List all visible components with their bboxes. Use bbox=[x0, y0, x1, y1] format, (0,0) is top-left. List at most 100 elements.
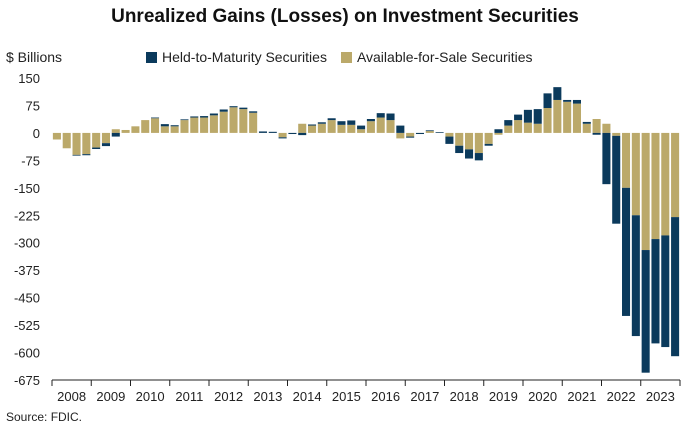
source-note: Source: FDIC. bbox=[6, 410, 83, 424]
bar-htm bbox=[376, 113, 385, 118]
y-tick-label: -450 bbox=[14, 291, 40, 306]
y-tick-label: -300 bbox=[14, 236, 40, 251]
x-tick-label: 2021 bbox=[567, 389, 596, 404]
legend-item-htm: Held-to-Maturity Securities bbox=[146, 49, 327, 65]
bar-htm bbox=[180, 119, 189, 121]
bar-afs bbox=[396, 132, 405, 139]
bar-htm bbox=[288, 132, 297, 135]
bar-htm bbox=[553, 87, 562, 100]
bar-htm bbox=[258, 131, 267, 133]
y-tick-label: -225 bbox=[14, 208, 40, 223]
bar-htm bbox=[209, 113, 218, 116]
x-tick-label: 2011 bbox=[175, 389, 203, 404]
bar-htm bbox=[661, 235, 670, 348]
bar-htm bbox=[317, 122, 326, 124]
bar-htm bbox=[612, 135, 621, 224]
bar-htm bbox=[337, 121, 346, 125]
bar-htm bbox=[435, 132, 444, 133]
bar-htm bbox=[651, 239, 660, 344]
bar-afs bbox=[357, 129, 366, 133]
bar-htm bbox=[72, 154, 81, 156]
bar-afs bbox=[209, 115, 218, 133]
bar-htm bbox=[455, 145, 464, 154]
bar-htm bbox=[200, 116, 209, 118]
bar-afs bbox=[445, 132, 454, 137]
bar-htm bbox=[406, 136, 415, 138]
bar-htm bbox=[622, 187, 631, 316]
bar-htm bbox=[308, 124, 317, 126]
bar-htm bbox=[474, 153, 483, 161]
bar-htm bbox=[514, 114, 523, 121]
bar-htm bbox=[357, 125, 366, 130]
bar-afs bbox=[200, 117, 209, 133]
bar-afs bbox=[298, 123, 307, 133]
y-tick-label: -600 bbox=[14, 346, 40, 361]
bar-htm bbox=[523, 109, 532, 123]
bars bbox=[52, 87, 680, 373]
bar-htm bbox=[386, 113, 395, 121]
bar-afs bbox=[494, 132, 503, 135]
bar-htm bbox=[239, 107, 248, 110]
bar-afs bbox=[141, 120, 150, 133]
bar-afs bbox=[151, 118, 160, 133]
bar-htm bbox=[671, 217, 680, 357]
x-tick-label: 2012 bbox=[214, 389, 243, 404]
bar-afs bbox=[553, 99, 562, 133]
bar-htm bbox=[504, 120, 513, 126]
bar-afs bbox=[474, 132, 483, 154]
bar-htm bbox=[415, 132, 424, 135]
bar-htm bbox=[425, 130, 434, 132]
bar-afs bbox=[131, 126, 140, 133]
bar-afs bbox=[190, 117, 199, 133]
x-tick-label: 2022 bbox=[607, 389, 636, 404]
y-tick-label: -525 bbox=[14, 318, 40, 333]
bar-afs bbox=[484, 132, 493, 144]
bar-afs bbox=[278, 132, 287, 138]
bar-htm bbox=[602, 132, 611, 185]
bar-afs bbox=[121, 129, 130, 133]
bar-afs bbox=[347, 124, 356, 133]
legend-swatch-htm bbox=[146, 51, 157, 63]
bar-htm bbox=[494, 129, 503, 133]
bar-afs bbox=[651, 132, 660, 240]
bar-htm bbox=[298, 132, 307, 136]
bar-afs bbox=[249, 112, 258, 133]
bar-htm bbox=[563, 99, 572, 102]
bar-htm bbox=[543, 93, 552, 109]
bar-htm bbox=[592, 132, 601, 135]
x-tick-label: 2010 bbox=[136, 389, 165, 404]
x-tick-label: 2016 bbox=[371, 389, 400, 404]
legend-swatch-afs bbox=[340, 51, 352, 63]
bar-htm bbox=[111, 132, 120, 137]
bar-htm bbox=[82, 154, 91, 156]
legend-item-afs: Available-for-Sale Securities bbox=[340, 49, 533, 65]
x-tick-label: 2008 bbox=[57, 389, 86, 404]
bar-afs bbox=[425, 131, 434, 133]
bar-afs bbox=[504, 125, 513, 133]
bar-afs bbox=[170, 126, 179, 133]
bar-afs bbox=[622, 132, 631, 188]
bar-afs bbox=[376, 117, 385, 133]
bar-afs bbox=[631, 132, 640, 216]
legend: Held-to-Maturity Securities Available-fo… bbox=[146, 49, 547, 65]
x-tick-label: 2017 bbox=[410, 389, 439, 404]
bar-afs bbox=[641, 132, 650, 251]
bar-afs bbox=[661, 132, 670, 236]
x-tick-label: 2009 bbox=[96, 389, 125, 404]
y-tick-label: 0 bbox=[33, 126, 40, 141]
bar-htm bbox=[190, 116, 199, 118]
bar-afs bbox=[455, 132, 464, 146]
bar-htm bbox=[92, 147, 101, 150]
x-tick-label: 2019 bbox=[489, 389, 518, 404]
legend-label-htm: Held-to-Maturity Securities bbox=[162, 49, 327, 65]
bar-htm bbox=[151, 117, 160, 119]
bar-afs bbox=[543, 108, 552, 133]
bar-afs bbox=[563, 101, 572, 133]
x-tick-label: 2020 bbox=[528, 389, 557, 404]
bar-afs bbox=[337, 124, 346, 133]
bar-htm bbox=[249, 111, 258, 113]
bar-afs bbox=[239, 109, 248, 133]
x-tick-label: 2014 bbox=[293, 389, 322, 404]
x-tick-label: 2013 bbox=[253, 389, 282, 404]
